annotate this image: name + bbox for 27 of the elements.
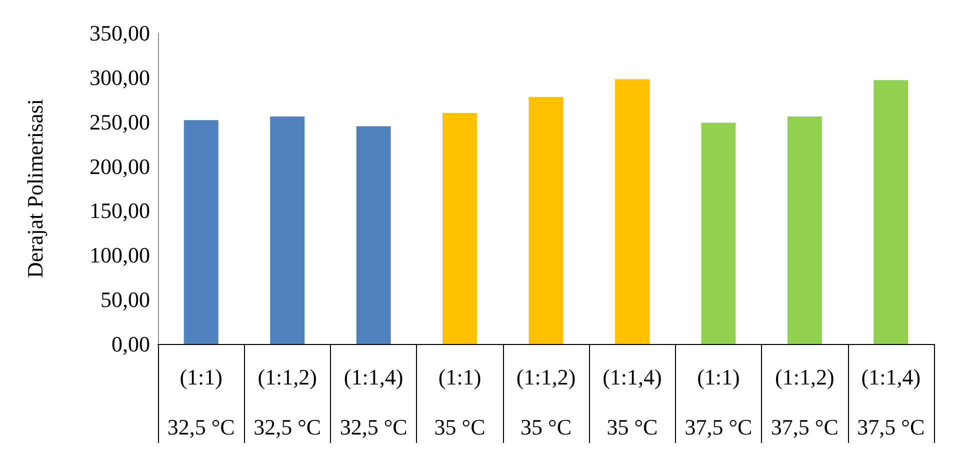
y-tick-label: 250,00 bbox=[90, 109, 150, 134]
x-tick-label: (1:1) 32,5 °C bbox=[167, 364, 235, 440]
y-axis-title: Derajat Polimerisasi bbox=[22, 98, 48, 278]
x-tick-label: (1:1,4) 32,5 °C bbox=[340, 364, 408, 440]
y-tick-label: 300,00 bbox=[90, 64, 150, 90]
x-tick-label: (1:1) 35 °C bbox=[434, 364, 486, 440]
y-tick-label: 0,00 bbox=[112, 332, 150, 356]
x-tick-label: (1:1,4) 35 °C bbox=[602, 364, 662, 440]
bar bbox=[787, 116, 822, 344]
y-tick-label: 350,00 bbox=[90, 20, 150, 46]
y-tick-label: 200,00 bbox=[90, 154, 150, 179]
x-tick-label: (1:1,2) 37,5 °C bbox=[770, 364, 838, 440]
bar bbox=[184, 120, 218, 344]
x-tick-label: (1:1) 37,5 °C bbox=[684, 364, 752, 440]
bar bbox=[528, 96, 564, 344]
bar bbox=[442, 112, 478, 344]
y-tick-label: 50,00 bbox=[100, 287, 150, 312]
bar bbox=[701, 122, 736, 344]
bar bbox=[614, 79, 650, 344]
y-tick-label: 150,00 bbox=[90, 198, 150, 224]
bar bbox=[270, 116, 305, 344]
x-tick-label: (1:1,2) 35 °C bbox=[516, 364, 576, 440]
y-tick-label: 100,00 bbox=[90, 242, 150, 268]
x-tick-label: (1:1,2) 32,5 °C bbox=[254, 364, 322, 440]
x-tick-label: (1:1,4) 37,5 °C bbox=[857, 364, 925, 440]
bar bbox=[356, 126, 391, 344]
bar bbox=[874, 80, 908, 344]
